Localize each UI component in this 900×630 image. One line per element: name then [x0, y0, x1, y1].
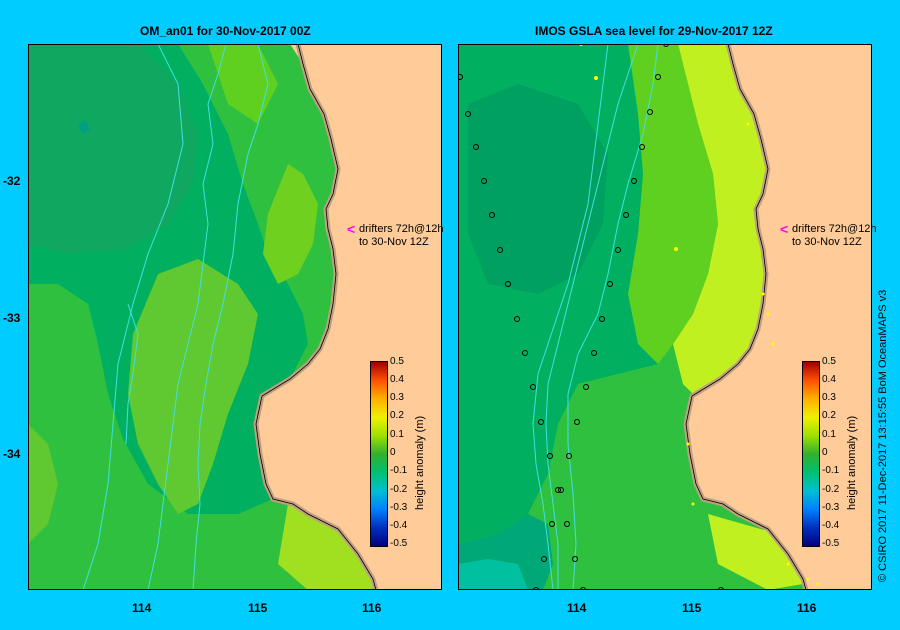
colorbar-label-right: height anomaly (m)	[846, 415, 858, 510]
sea-level-field-left	[28, 44, 442, 590]
colorbar-left	[370, 361, 388, 547]
x-tick-label: 115	[682, 601, 702, 615]
colorbar-tick: 0.2	[822, 410, 836, 421]
colorbar-label-left: height anomaly (m)	[414, 415, 426, 510]
sea-level-field-right	[458, 44, 872, 590]
colorbar-tick: 0	[822, 447, 828, 458]
colorbar-tick: 0.4	[822, 374, 836, 385]
drifters-annotation-left: < drifters 72h@12h to 30-Nov 12Z	[347, 221, 444, 248]
colorbar-tick: -0.5	[822, 538, 840, 549]
colorbar-tick: 0.3	[822, 392, 836, 403]
colorbar-tick: -0.1	[390, 465, 408, 476]
colorbar-tick: -0.3	[822, 502, 840, 513]
annotation-line2: to 30-Nov 12Z	[792, 236, 862, 248]
colorbar-tick: 0.3	[390, 392, 404, 403]
x-tick-label: 115	[248, 601, 268, 615]
colorbar-tick: 0.1	[822, 429, 836, 440]
colorbar-tick: 0.5	[390, 356, 404, 367]
colorbar-tick: 0.2	[390, 410, 404, 421]
colorbar-tick: -0.4	[822, 520, 840, 531]
credit-text: © CSIRO 2017 11-Dec-2017 13:15:55 BoM Oc…	[877, 289, 889, 582]
annotation-line2: to 30-Nov 12Z	[359, 236, 429, 248]
y-tick-label: -34	[3, 447, 21, 461]
annotation-line1: drifters 72h@12h	[792, 223, 877, 235]
colorbar-tick: 0	[390, 447, 396, 458]
x-tick-label: 116	[797, 601, 817, 615]
x-tick-label: 116	[362, 601, 382, 615]
panel-title-right: IMOS GSLA sea level for 29-Nov-2017 12Z	[535, 24, 773, 38]
drifter-arrow-icon: <	[780, 221, 789, 237]
panel-title-left: OM_an01 for 30-Nov-2017 00Z	[140, 24, 311, 38]
colorbar-tick: -0.2	[822, 484, 840, 495]
annotation-line1: drifters 72h@12h	[359, 223, 444, 235]
colorbar-tick: 0.4	[390, 374, 404, 385]
colorbar-tick: 0.5	[822, 356, 836, 367]
colorbar-tick: -0.1	[822, 465, 840, 476]
x-tick-label: 114	[567, 601, 587, 615]
map-panel-left	[28, 44, 442, 590]
x-tick-label: 114	[132, 601, 152, 615]
y-tick-label: -33	[3, 311, 21, 325]
map-panel-right	[458, 44, 872, 590]
colorbar-tick: -0.4	[390, 520, 408, 531]
y-tick-label: -32	[3, 174, 21, 188]
drifter-arrow-icon: <	[347, 221, 356, 237]
colorbar-tick: -0.3	[390, 502, 408, 513]
colorbar-tick: -0.2	[390, 484, 408, 495]
colorbar-tick: 0.1	[390, 429, 404, 440]
drifters-annotation-right: < drifters 72h@12h to 30-Nov 12Z	[780, 221, 877, 248]
colorbar-right	[802, 361, 820, 547]
colorbar-tick: -0.5	[390, 538, 408, 549]
